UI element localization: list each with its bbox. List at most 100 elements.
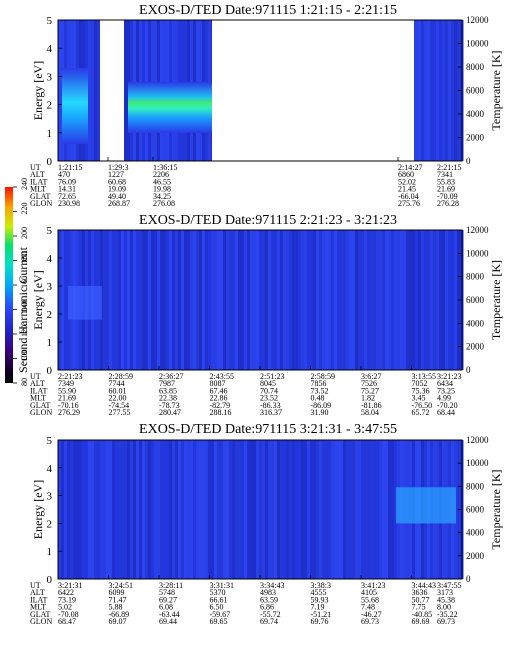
ephemeris-row-label: ILAT xyxy=(30,177,47,186)
spectrogram-column xyxy=(148,230,152,370)
ephemeris-cell: 60.01 xyxy=(109,386,127,395)
ephemeris-cell: 5.88 xyxy=(109,603,123,612)
ephemeris-cell: 316.37 xyxy=(260,408,282,417)
ephemeris-cell: 68.47 xyxy=(58,617,76,626)
ephemeris-cell: 288.16 xyxy=(210,408,232,417)
ephemeris-cell: 46.55 xyxy=(153,177,171,186)
temperature-tick-label: 0 xyxy=(466,156,471,166)
spectrogram-column xyxy=(208,230,212,370)
spectrogram-column xyxy=(88,440,92,579)
temperature-tick-label: 10000 xyxy=(466,248,489,258)
ephemeris-cell: 6099 xyxy=(109,588,125,597)
ephemeris-cell: -82.79 xyxy=(210,401,231,410)
spectrogram-column xyxy=(382,230,386,370)
ephemeris-cell: 65.72 xyxy=(412,408,430,417)
ephemeris-cell: 21.69 xyxy=(58,394,76,403)
ephemeris-cell: 34.25 xyxy=(153,192,171,201)
panel-1: EXOS-D/TED Date:971115 1:21:15 - 2:21:15… xyxy=(30,3,503,208)
ephemeris-cell: 69.74 xyxy=(260,617,278,626)
ephemeris-cell: 3:31:31 xyxy=(210,581,234,590)
ephemeris-cell: 2:51:23 xyxy=(260,372,284,381)
ephemeris-cell: 69.65 xyxy=(210,617,228,626)
spectrogram-column xyxy=(274,230,278,370)
ephemeris-cell: 72.65 xyxy=(58,192,76,201)
spectrogram-column xyxy=(58,20,62,161)
ephemeris-row-label: ALT xyxy=(30,170,45,179)
spectrogram-column xyxy=(406,230,410,370)
spectrogram-column xyxy=(235,230,239,370)
spectrogram-column xyxy=(295,230,299,370)
spectrogram-column xyxy=(154,230,158,370)
spectrogram-column xyxy=(319,230,323,370)
ephemeris-cell: 7987 xyxy=(159,379,175,388)
ephemeris-cell: 5.02 xyxy=(58,603,72,612)
ephemeris-cell: 8045 xyxy=(260,379,276,388)
energy-tick-label: 2 xyxy=(47,309,53,321)
ephemeris-cell: 3:6:27 xyxy=(361,372,381,381)
ephemeris-cell: 73.25 xyxy=(437,386,455,395)
spectrogram-column xyxy=(433,230,437,370)
spectrogram-column xyxy=(301,230,305,370)
ephemeris-cell: 2:43:55 xyxy=(210,372,234,381)
spectrogram-column xyxy=(115,440,119,579)
spectrogram-column xyxy=(97,440,101,579)
energy-tick-label: 2 xyxy=(47,100,53,112)
ephemeris-cell: 1:29:3 xyxy=(108,163,128,172)
ephemeris-cell: 6434 xyxy=(437,379,453,388)
spectrogram-column xyxy=(127,230,131,370)
spectrogram-column xyxy=(349,440,353,579)
spectrogram-column xyxy=(118,230,122,370)
ephemeris-cell: 7856 xyxy=(311,379,327,388)
energy-tick-label: 5 xyxy=(47,435,53,447)
temperature-tick-label: 0 xyxy=(466,365,471,375)
ephemeris-cell: 69.27 xyxy=(159,595,177,604)
ephemeris-cell: 8.00 xyxy=(437,603,451,612)
ephemeris-row-label: GLON xyxy=(30,408,52,417)
ephemeris-cell: 275.76 xyxy=(398,199,420,208)
spectrogram-column xyxy=(373,440,377,579)
spectrogram-column xyxy=(340,230,344,370)
ephemeris-cell: 7052 xyxy=(412,379,428,388)
ephemeris-cell: 69.69 xyxy=(412,617,430,626)
energy-axis-label: Energy [eV] xyxy=(31,480,45,539)
spectrogram-column xyxy=(241,440,245,579)
spectrogram-column xyxy=(61,230,65,370)
spectrogram-column xyxy=(439,230,443,370)
spectrogram-column xyxy=(250,440,254,579)
ephemeris-cell: 66.61 xyxy=(210,595,228,604)
spectrogram-column xyxy=(172,440,176,579)
ephemeris-cell: 69.44 xyxy=(159,617,177,626)
ephemeris-cell: 22.00 xyxy=(109,394,127,403)
ephemeris-cell: 67.46 xyxy=(210,386,228,395)
energy-axis: 0 1 2 3 4 5 Energy [eV] xyxy=(31,225,62,377)
temperature-tick-label: 10000 xyxy=(466,458,489,468)
colorbar-tick-label: 200 xyxy=(20,227,29,239)
ephemeris-cell: 2:58:59 xyxy=(311,372,335,381)
spectrogram-column xyxy=(94,440,98,579)
spectrogram-column xyxy=(139,230,143,370)
spectrogram-column xyxy=(238,230,242,370)
temperature-axis: 0 2000 4000 6000 8000 10000 12000 Temperature [… xyxy=(458,435,503,584)
spectrogram-column xyxy=(397,230,401,370)
spectrogram-column xyxy=(364,440,368,579)
ephemeris-cell: 7.19 xyxy=(311,603,325,612)
spectrogram-column xyxy=(442,230,446,370)
ephemeris-row-label: GLAT xyxy=(30,401,51,410)
spectrogram-column xyxy=(112,230,116,370)
spectrogram-column xyxy=(220,230,224,370)
spectrogram-column xyxy=(181,230,185,370)
spectrogram-column xyxy=(391,440,395,579)
spectrogram-column xyxy=(184,230,188,370)
spectrogram-column xyxy=(361,230,365,370)
ephemeris-cell: 5748 xyxy=(159,588,175,597)
temperature-tick-label: 12000 xyxy=(466,15,489,25)
ephemeris-cell: 3:38:3 xyxy=(311,581,331,590)
spectrogram-column xyxy=(133,230,137,370)
spectrogram-column xyxy=(388,440,392,579)
energy-tick-label: 4 xyxy=(47,43,53,55)
ephemeris-cell: 6.50 xyxy=(210,603,224,612)
spectrogram-column xyxy=(328,440,332,579)
spectrogram-column xyxy=(244,440,248,579)
